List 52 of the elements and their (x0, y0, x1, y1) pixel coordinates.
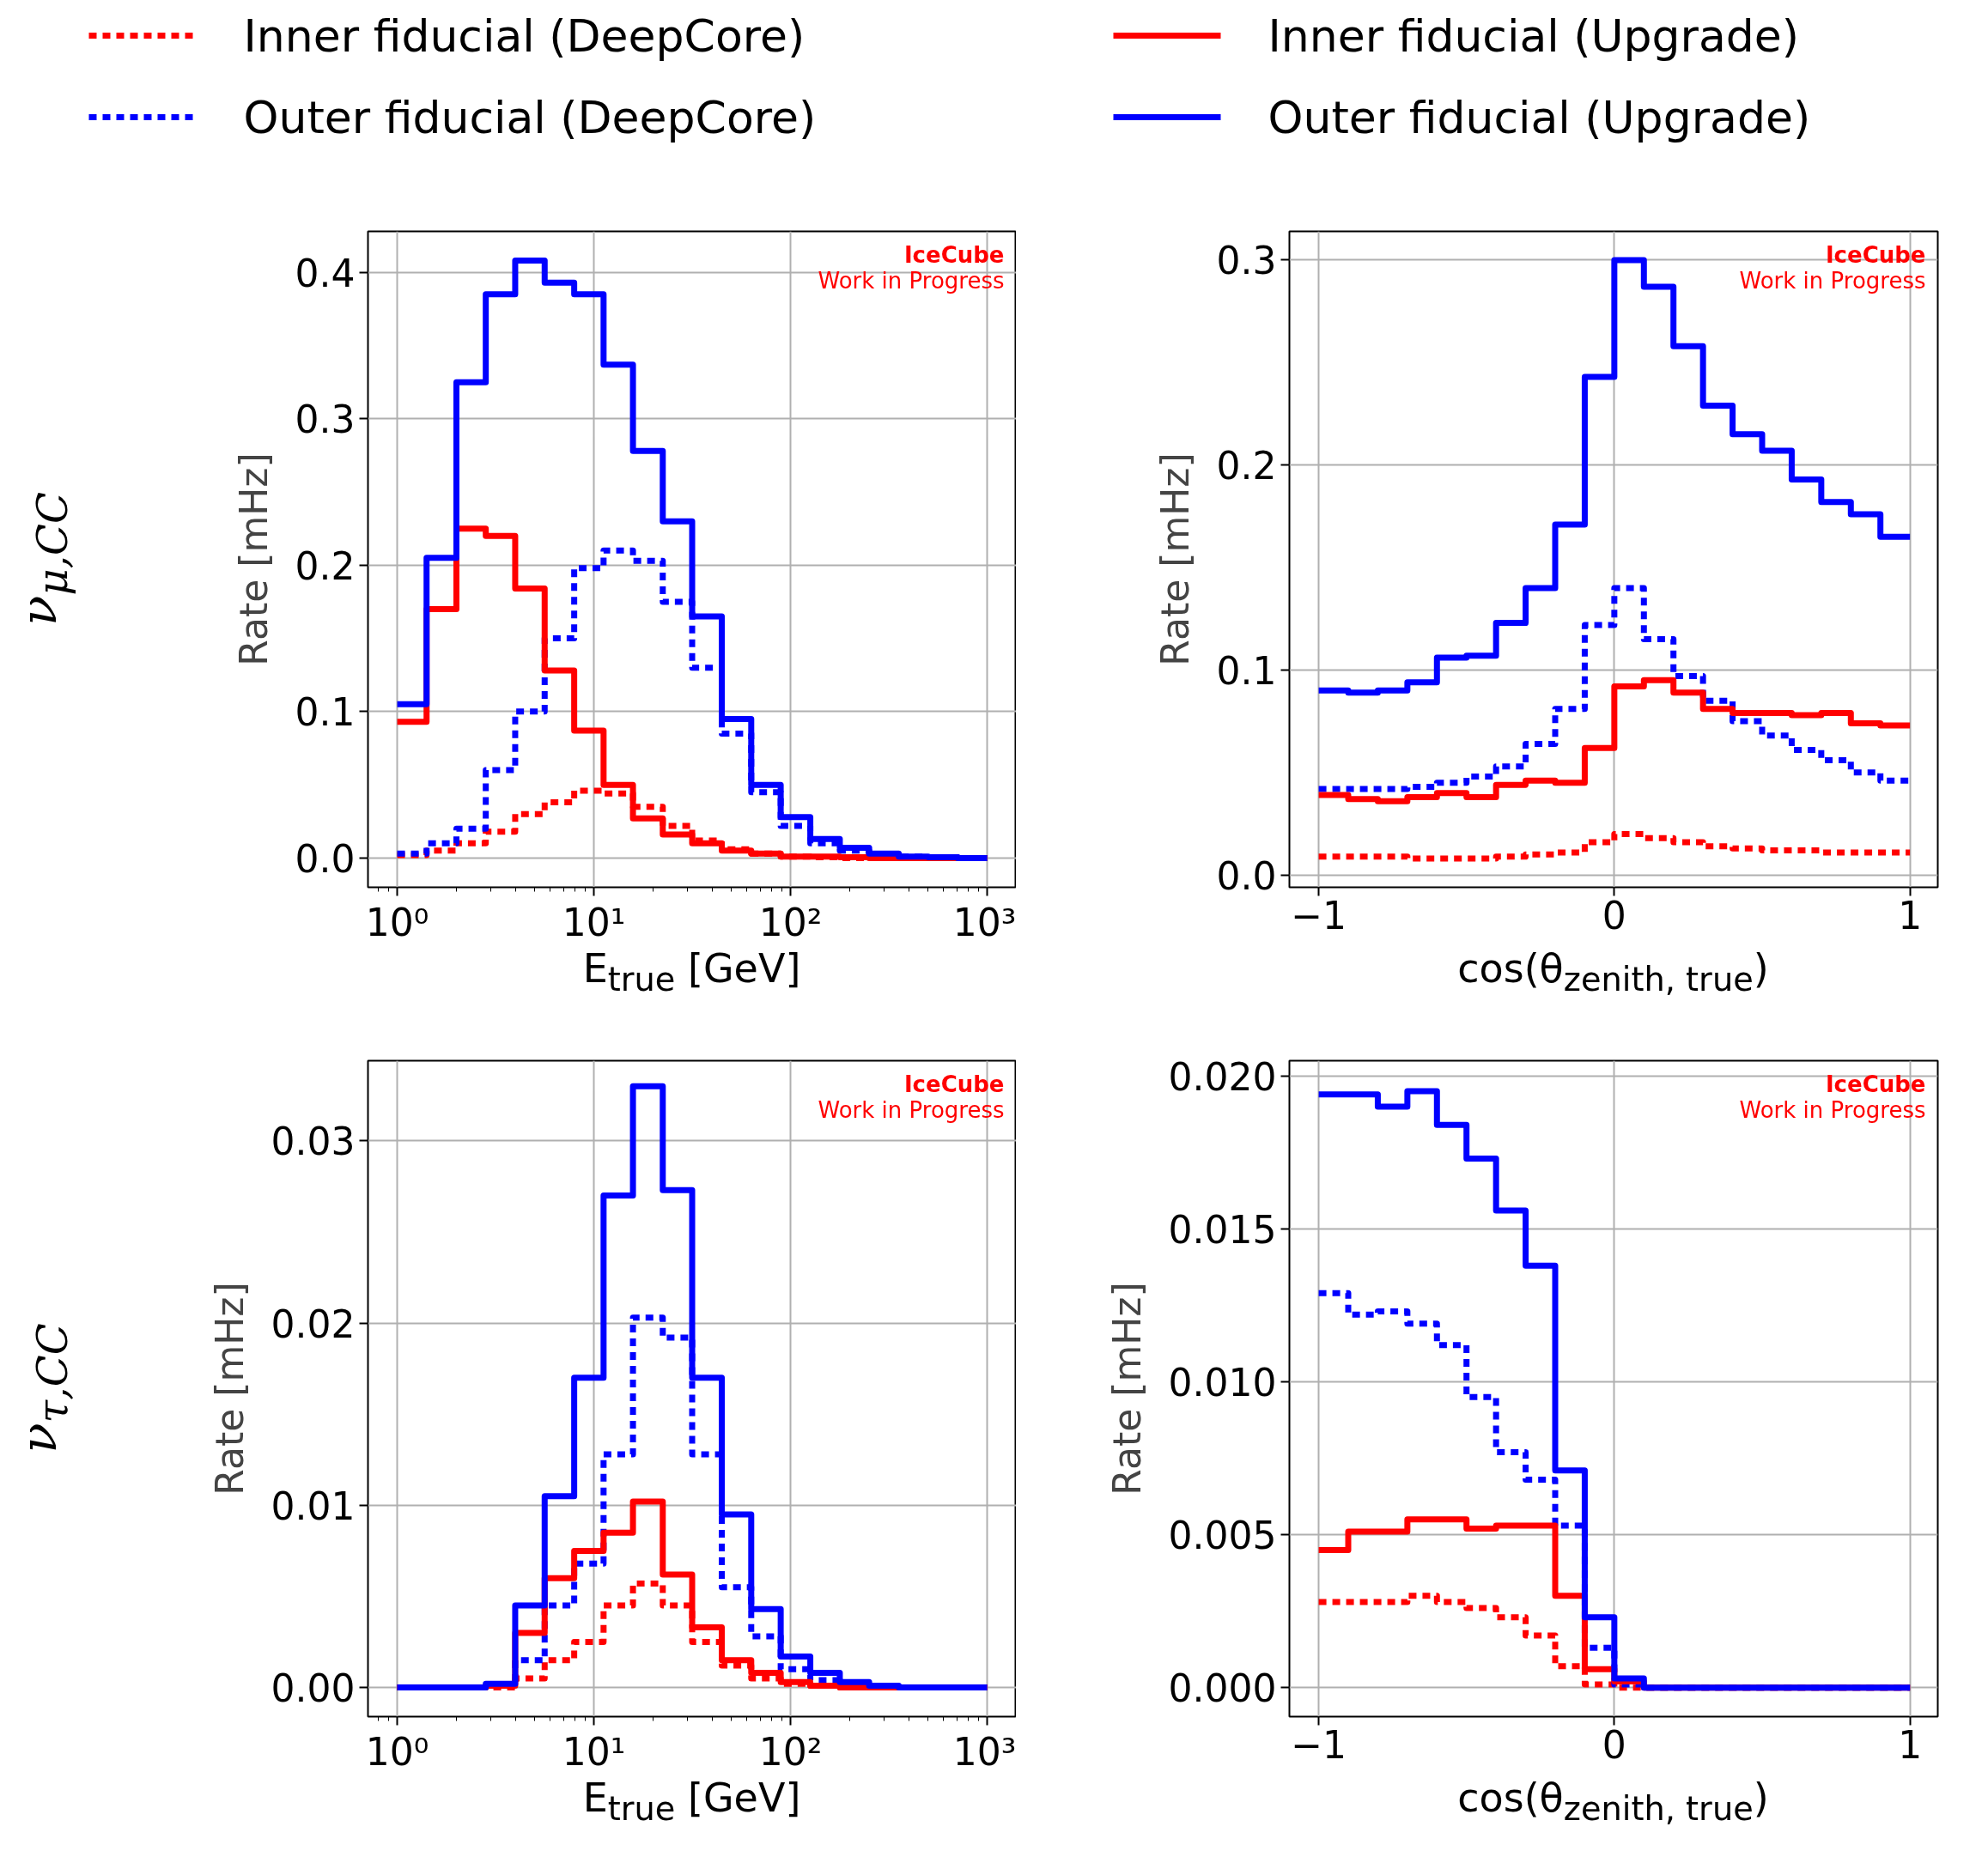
annotation: Work in Progress (1739, 1096, 1926, 1123)
legend-label: Outer fiducial (DeepCore) (243, 91, 817, 143)
y-tick-label: 0.1 (1216, 648, 1277, 693)
y-tick-label: 0.0 (1216, 853, 1277, 898)
annotation: Work in Progress (818, 1096, 1005, 1123)
x-tick-label: 10¹ (562, 900, 626, 944)
x-tick-label: 10³ (952, 1729, 1017, 1774)
y-tick-label: 0.3 (295, 397, 356, 442)
y-tick-label: 0.01 (271, 1484, 356, 1528)
y-tick-label: 0.2 (295, 543, 356, 588)
x-tick-label: 10² (758, 900, 823, 944)
y-axis-title: Rate [mHz] (207, 1282, 252, 1496)
y-axis-title: Rate [mHz] (231, 452, 276, 666)
legend-label: Inner fiducial (DeepCore) (243, 9, 806, 62)
legend-label: Outer fiducial (Upgrade) (1268, 91, 1811, 143)
x-axis-title: cos(θ$_{zenith, true}$) (1456, 1775, 1770, 1829)
y-tick-label: 0.020 (1168, 1054, 1277, 1099)
x-axis-title: E$_{true}$ [GeV] (581, 1775, 802, 1829)
x-tick-label: 1 (1898, 1722, 1923, 1767)
annotation: IceCube (1825, 241, 1926, 268)
y-tick-label: 0.000 (1168, 1666, 1277, 1711)
annotation: IceCube (1825, 1071, 1926, 1097)
x-tick-label: 0 (1602, 1722, 1626, 1767)
y-tick-label: 0.03 (271, 1120, 356, 1164)
x-tick-label: 10⁰ (365, 1729, 429, 1774)
x-tick-label: −1 (1291, 893, 1347, 938)
y-tick-label: 0.005 (1168, 1514, 1277, 1558)
x-tick-label: 1 (1898, 893, 1923, 938)
y-tick-label: 0.010 (1168, 1360, 1277, 1405)
legend-label: Inner fiducial (Upgrade) (1268, 9, 1800, 62)
x-axis-title: E$_{true}$ [GeV] (581, 945, 802, 999)
x-tick-label: 10² (758, 1729, 823, 1774)
annotation: Work in Progress (818, 267, 1005, 294)
y-tick-label: 0.4 (295, 251, 356, 295)
x-tick-label: 10³ (952, 900, 1017, 944)
y-tick-label: 0.00 (271, 1666, 356, 1711)
y-tick-label: 0.02 (271, 1302, 356, 1346)
y-axis-title: Rate [mHz] (1152, 452, 1197, 666)
x-tick-label: 0 (1602, 893, 1626, 938)
x-tick-label: 10¹ (562, 1729, 626, 1774)
y-tick-label: 0.1 (295, 690, 356, 735)
y-tick-label: 0.2 (1216, 444, 1277, 489)
x-tick-label: 10⁰ (365, 900, 429, 944)
annotation: IceCube (903, 241, 1005, 268)
x-tick-label: −1 (1291, 1722, 1347, 1767)
annotation: Work in Progress (1739, 267, 1926, 294)
x-axis-title: cos(θ$_{zenith, true}$) (1456, 945, 1770, 999)
y-tick-label: 0.0 (295, 836, 356, 881)
y-tick-label: 0.015 (1168, 1207, 1277, 1252)
y-axis-title: Rate [mHz] (1104, 1282, 1149, 1496)
y-tick-label: 0.3 (1216, 239, 1277, 283)
annotation: IceCube (903, 1071, 1005, 1097)
